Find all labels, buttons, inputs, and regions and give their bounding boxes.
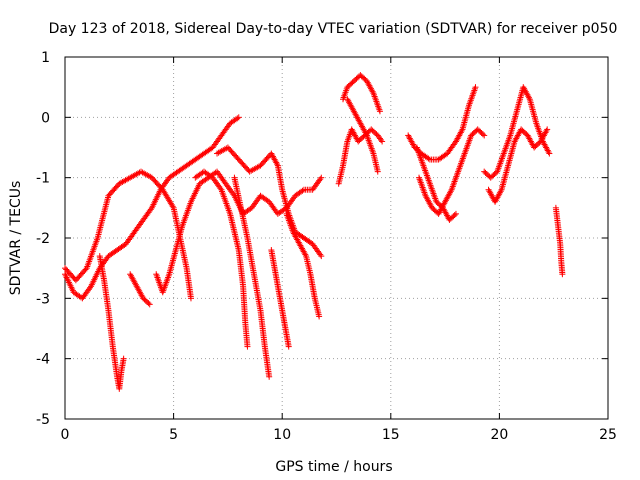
data-point-trace	[247, 205, 254, 212]
data-point	[452, 210, 459, 217]
data-point-trace	[145, 300, 152, 307]
x-tick-label: 15	[382, 427, 400, 443]
data-point	[187, 295, 194, 302]
data-point-trace	[308, 240, 315, 247]
data-point-trace	[479, 131, 486, 138]
data-point	[316, 313, 323, 320]
y-axis-label: SDTVAR / TECUs	[8, 181, 24, 296]
data-point	[285, 343, 292, 350]
y-tick-label: 0	[41, 110, 50, 126]
data-point	[376, 108, 383, 115]
data-point	[318, 253, 325, 260]
x-axis-ticks: 0 5 10 15 20 25	[61, 57, 617, 443]
x-tick-label: 20	[490, 427, 508, 443]
y-tick-label: -1	[36, 171, 50, 187]
y-tick-label: -3	[36, 291, 50, 307]
data-point	[481, 132, 488, 139]
y-tick-label: -4	[36, 352, 50, 368]
data-point-trace	[82, 266, 89, 273]
data-point	[379, 138, 386, 145]
data-point-trace	[208, 173, 215, 180]
data-point	[146, 301, 153, 308]
data-point-trace	[121, 242, 128, 249]
data-point-trace	[451, 212, 458, 219]
y-tick-label: 1	[41, 50, 50, 66]
data-point-trace	[234, 115, 241, 122]
chart-title: Day 123 of 2018, Sidereal Day-to-day VTE…	[49, 21, 618, 37]
data-point	[374, 168, 381, 175]
x-tick-label: 0	[61, 427, 70, 443]
data-point-trace	[299, 187, 306, 194]
data-point	[546, 150, 553, 157]
data-point	[235, 114, 242, 121]
data-point-trace	[77, 294, 84, 301]
data-point	[544, 126, 551, 133]
data-point	[266, 373, 273, 380]
data-point-trace	[442, 151, 449, 158]
data-points	[62, 72, 566, 392]
y-axis-ticks: -5 -4 -3 -2 -1 0 1	[36, 50, 608, 428]
x-tick-label: 10	[273, 427, 291, 443]
data-point	[472, 84, 479, 91]
data-point	[318, 174, 325, 181]
y-tick-label: -5	[36, 412, 50, 428]
x-tick-label: 5	[169, 427, 178, 443]
data-point	[559, 271, 566, 278]
gridlines	[65, 57, 608, 419]
data-point-trace	[208, 145, 215, 152]
y-tick-label: -2	[36, 231, 50, 247]
data-point-trace	[264, 197, 271, 204]
x-tick-label: 25	[599, 427, 617, 443]
data-point-trace	[212, 169, 219, 176]
data-point-trace	[425, 155, 432, 162]
data-point	[120, 355, 127, 362]
x-axis-label: GPS time / hours	[275, 459, 392, 475]
data-point	[244, 343, 251, 350]
